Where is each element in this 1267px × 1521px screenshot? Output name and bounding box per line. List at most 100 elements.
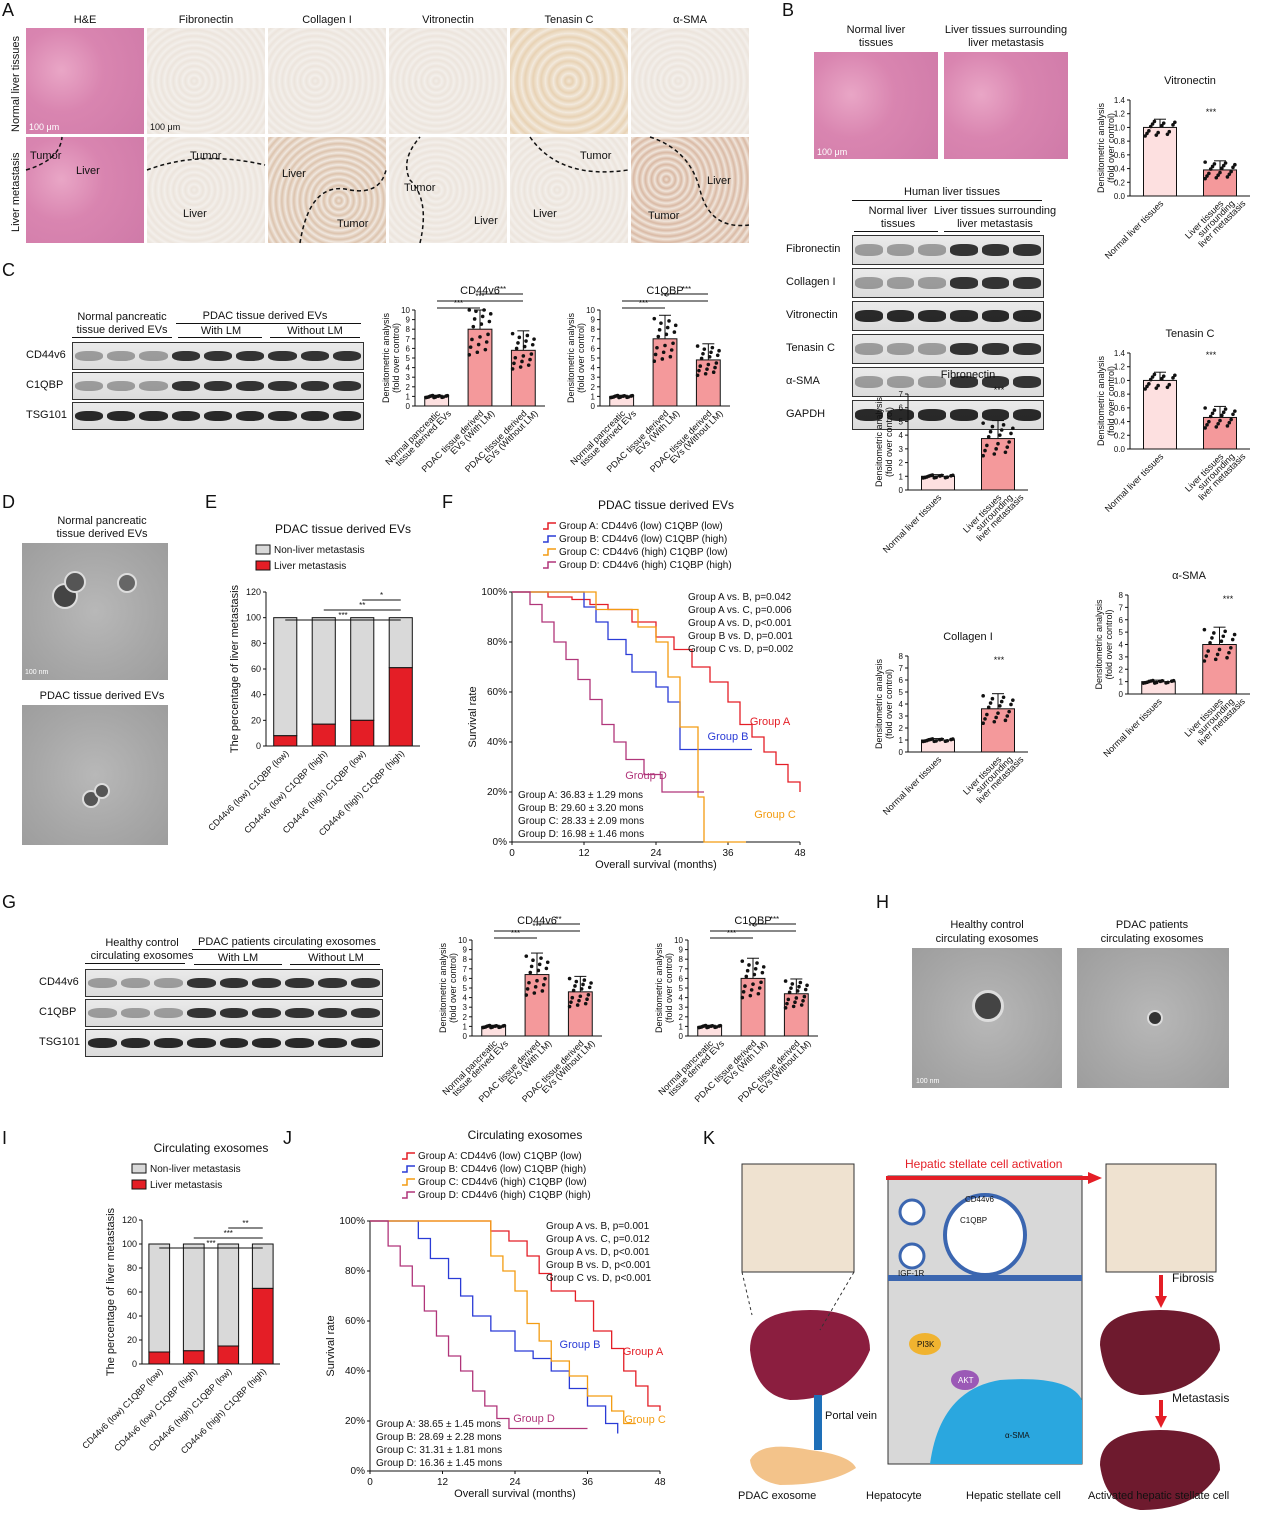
- label-liver-5: Liver: [533, 208, 557, 220]
- J-curve-group-c: [370, 1220, 636, 1425]
- sig-0-a-label: ***: [454, 299, 463, 308]
- E-tick-label: 0: [256, 741, 261, 751]
- B-tenasinc-point: [1160, 376, 1164, 381]
- C-c1qbp-point: [699, 356, 704, 361]
- E-tick-label: 80: [251, 638, 261, 648]
- I-bar-non: [148, 1243, 171, 1353]
- B-vitronectin-tick-label: 1.0: [1114, 123, 1126, 132]
- F-y-tick-label: 40%: [487, 737, 507, 748]
- sig-0-b-label: ***: [475, 292, 484, 301]
- C-c1qbp-point: [698, 364, 703, 368]
- I-legend-swatch-non: [131, 1163, 147, 1174]
- G-c1qbp-point: [790, 982, 795, 986]
- B-asma-point: [1204, 654, 1209, 658]
- C-c1qbp-point: [652, 316, 657, 321]
- g-g2-line: [192, 949, 380, 950]
- B-tenasinc-point: [1152, 372, 1157, 377]
- b-row-label: Tenasin C: [786, 342, 835, 354]
- I-tick-label: 40: [127, 1311, 137, 1321]
- h-title2-l1: PDAC patients: [1115, 919, 1189, 931]
- B-vitronectin-tick-label: 0.6: [1114, 151, 1126, 160]
- C-c1qbp-point: [702, 347, 707, 351]
- k-exosome-small-2: [898, 1242, 926, 1270]
- b-row-label: GAPDH: [786, 408, 826, 420]
- k-zoom-line-1: [741, 1271, 753, 1316]
- B-collagen-point: [986, 705, 991, 710]
- E-legend-swatch-non: [255, 544, 271, 555]
- I-sig2-label: ***: [224, 1229, 233, 1238]
- F-x-tick-label: 0: [509, 848, 515, 859]
- G-c1qbp-tick-label: 9: [679, 946, 684, 955]
- B-vitronectin-point: [1147, 129, 1151, 133]
- F-label-a: Group A: [750, 716, 791, 728]
- C-c1qbp-point: [653, 352, 658, 357]
- b-band: [981, 277, 1010, 289]
- k-akt: [951, 1370, 979, 1390]
- B-asma-point: [1202, 627, 1207, 632]
- g-band: [153, 1007, 183, 1019]
- c-with-line: [178, 337, 262, 338]
- J-title: Circulating exosomes: [468, 1128, 583, 1142]
- C-cd44v6-point: [475, 350, 480, 355]
- B-collagen-point: [1001, 695, 1006, 700]
- c-band: [203, 350, 233, 362]
- F-label-b: Group B: [708, 731, 749, 743]
- B-collagen-tick-label: 8: [899, 652, 904, 661]
- g-band: [252, 1007, 282, 1019]
- E-sig3-label: ***: [338, 611, 347, 620]
- B-fibronectin-point: [934, 475, 938, 480]
- B-vitronectin-point: [1165, 132, 1170, 137]
- b-band: [1013, 409, 1041, 421]
- label-tumor-4: Tumor: [404, 182, 436, 194]
- B-fibronectin-point: [983, 448, 987, 453]
- B-vitronectin-point: [1203, 160, 1207, 164]
- F-x-tick-label: 36: [722, 848, 734, 859]
- B-fibronectin-tick-label: 6: [899, 404, 904, 413]
- c-band: [332, 380, 361, 392]
- G-cd44v6-point: [581, 982, 585, 987]
- J-stat: Group C vs. D, p<0.001: [546, 1273, 652, 1284]
- I-tick-label: 120: [122, 1215, 137, 1225]
- g-band: [318, 1007, 348, 1019]
- B-tenasinc-point: [1227, 420, 1232, 425]
- C-c1qbp-point: [701, 351, 705, 356]
- J-mean: Group A: 38.65 ± 1.45 mons: [376, 1419, 501, 1430]
- C-cd44v6-tick-label: 4: [406, 364, 411, 373]
- c-band: [300, 410, 329, 422]
- B-fibronectin-point: [992, 452, 997, 456]
- B-asma-point: [1171, 678, 1176, 683]
- c-row-label: TSG101: [26, 409, 67, 421]
- F-stat: Group C vs. D, p=0.002: [688, 644, 794, 655]
- B-collagen-tick-label: 0: [899, 748, 904, 757]
- G-c1qbp-point: [783, 1006, 788, 1010]
- h-vesicle-2: [1147, 1010, 1163, 1026]
- g-band: [285, 1037, 315, 1049]
- G-c1qbp-x-tick-label: tissue derived EVs: [666, 1038, 726, 1098]
- C-cd44v6-point: [510, 331, 515, 336]
- E-bar-non: [273, 617, 298, 737]
- F-legend-text: Group B: CD44v6 (low) C1QBP (high): [559, 534, 727, 545]
- panel-label-i: I: [2, 1128, 8, 1148]
- I-bar-liver: [182, 1350, 205, 1365]
- B-tenasinc-tick-label: 1.0: [1114, 376, 1126, 385]
- B-tenasinc-x-tick-label: Normal liver tissues: [1103, 451, 1166, 514]
- B-vitronectin-point: [1145, 131, 1149, 136]
- B-asma-tick-label: 7: [1119, 603, 1124, 612]
- C-cd44v6-point: [472, 317, 477, 321]
- d-title1-l1: Normal pancreatic: [57, 515, 147, 527]
- F-curve-group-a: [512, 591, 801, 792]
- F-x-tick-label: 48: [794, 848, 806, 859]
- G-c1qbp-tick-label: 3: [679, 1003, 684, 1012]
- b-band: [950, 277, 978, 289]
- vitronectin-sig: ***: [1206, 107, 1217, 117]
- B-tenasinc-point: [1203, 406, 1207, 410]
- k-legend-stellate: Hepatic stellate cell: [966, 1490, 1061, 1502]
- B-asma-ylabel: Densitometric analysis: [1094, 599, 1104, 690]
- c-without: Without LM: [287, 325, 343, 337]
- G-c1qbp-point: [783, 979, 788, 983]
- B-fibronectin-point: [1007, 440, 1011, 444]
- B-tenasinc-point: [1212, 408, 1217, 412]
- G-cd44v6-point: [575, 1003, 580, 1007]
- B-tenasinc-tick-label: 0.2: [1114, 431, 1126, 440]
- J-legend-text: Group B: CD44v6 (low) C1QBP (high): [418, 1164, 586, 1175]
